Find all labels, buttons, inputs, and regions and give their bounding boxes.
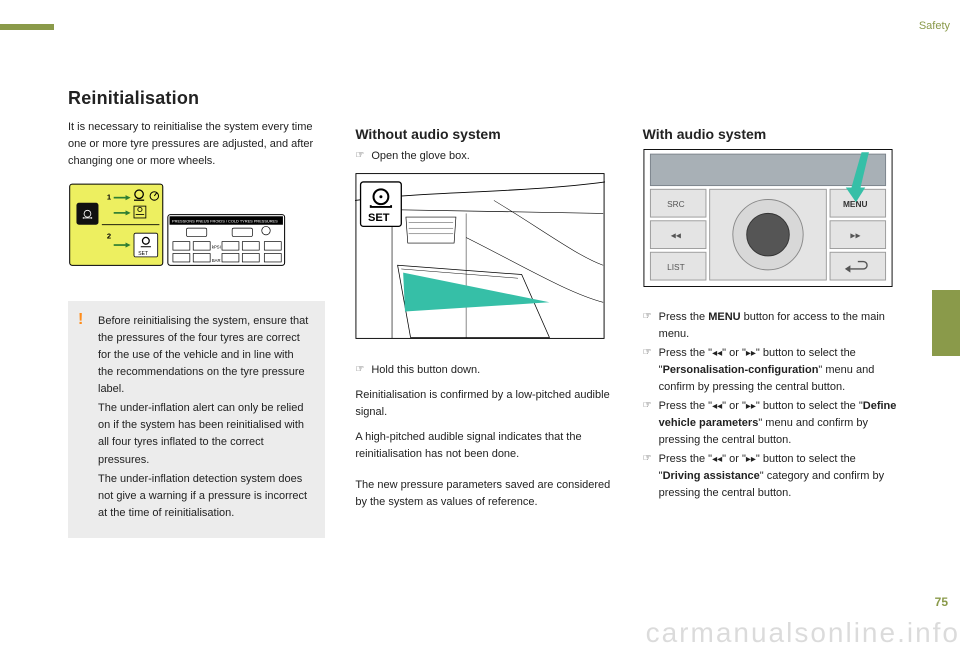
page-number: 75 [935, 595, 948, 609]
note-p3: The under-inflation detection system doe… [98, 471, 311, 522]
intro-text: It is necessary to reinitialise the syst… [68, 119, 325, 170]
kpsi-label2: kPSI [212, 245, 221, 250]
pressure-diagram-svg: 1 2 [68, 176, 288, 276]
diagram-set-small: SET [138, 251, 148, 257]
svg-text:▸▸: ▸▸ [850, 230, 860, 241]
btn-list: LIST [667, 262, 685, 272]
col2-p2: A high-pitched audible signal indicates … [355, 429, 612, 463]
figure-glovebox: SET [355, 171, 612, 346]
bullet-driving-text: Press the "◂◂" or "▸▸" button to select … [659, 451, 900, 502]
bullet-icon: ☞ [643, 398, 659, 449]
bullet-menu: ☞ Press the MENU button for access to th… [643, 309, 900, 343]
bullet-personalisation-text: Press the "◂◂" or "▸▸" button to select … [659, 345, 900, 396]
chapter-number: 5 [939, 292, 958, 331]
section-label: Safety [919, 20, 950, 32]
h1-reinitialisation: Reinitialisation [68, 88, 325, 109]
note-p2: The under-inflation alert can only be re… [98, 400, 311, 468]
col2-p3: The new pressure parameters saved are co… [355, 477, 612, 511]
col2-p1: Reinitialisation is confirmed by a low-p… [355, 387, 612, 421]
bullet-icon: ☞ [643, 451, 659, 502]
bullet-icon: ☞ [643, 345, 659, 396]
watermark: carmanualsonline.info [646, 617, 960, 649]
label-strip: PRESSIONS PNEUS FROIDS / COLD TYRES PRES… [172, 219, 278, 224]
audio-panel-svg: SRC ◂◂ LIST MENU ▸▸ [643, 148, 893, 288]
bullet-define-text: Press the "◂◂" or "▸▸" button to select … [659, 398, 900, 449]
bullet-hold-text: Hold this button down. [371, 362, 612, 379]
bullet-icon: ☞ [355, 362, 371, 379]
bar-label: BAR [212, 258, 221, 263]
label-2: 2 [107, 231, 111, 240]
bullet-icon: ☞ [355, 148, 371, 165]
col-1: Reinitialisation It is necessary to rein… [68, 88, 325, 538]
glovebox-svg: SET [355, 171, 605, 341]
bullet-driving-assistance: ☞ Press the "◂◂" or "▸▸" button to selec… [643, 451, 900, 502]
bullet-define-params: ☞ Press the "◂◂" or "▸▸" button to selec… [643, 398, 900, 449]
set-label: SET [368, 212, 390, 224]
bullet-hold: ☞ Hold this button down. [355, 362, 612, 379]
bullet-open-text: Open the glove box. [371, 148, 612, 165]
bullet-menu-text: Press the MENU button for access to the … [659, 309, 900, 343]
col-3: With audio system SRC ◂◂ LIST [643, 88, 900, 538]
svg-text:◂◂: ◂◂ [670, 230, 680, 241]
figure-pressure-label: 1 2 [68, 176, 325, 281]
btn-src: SRC [667, 199, 685, 209]
note-p1: Before reinitialising the system, ensure… [98, 313, 311, 398]
note-box: ! Before reinitialising the system, ensu… [68, 301, 325, 538]
bullet-icon: ☞ [643, 309, 659, 343]
page: Safety 5 Reinitialisation It is necessar… [0, 0, 960, 649]
warning-icon: ! [78, 311, 83, 329]
top-rule [0, 24, 54, 30]
h2-without-audio: Without audio system [355, 126, 612, 142]
h2-with-audio: With audio system [643, 126, 900, 142]
figure-audio-panel: SRC ◂◂ LIST MENU ▸▸ [643, 148, 900, 293]
col-2: Without audio system ☞ Open the glove bo… [355, 88, 612, 538]
bullet-personalisation: ☞ Press the "◂◂" or "▸▸" button to selec… [643, 345, 900, 396]
content-columns: Reinitialisation It is necessary to rein… [68, 88, 900, 538]
bullet-open-glovebox: ☞ Open the glove box. [355, 148, 612, 165]
